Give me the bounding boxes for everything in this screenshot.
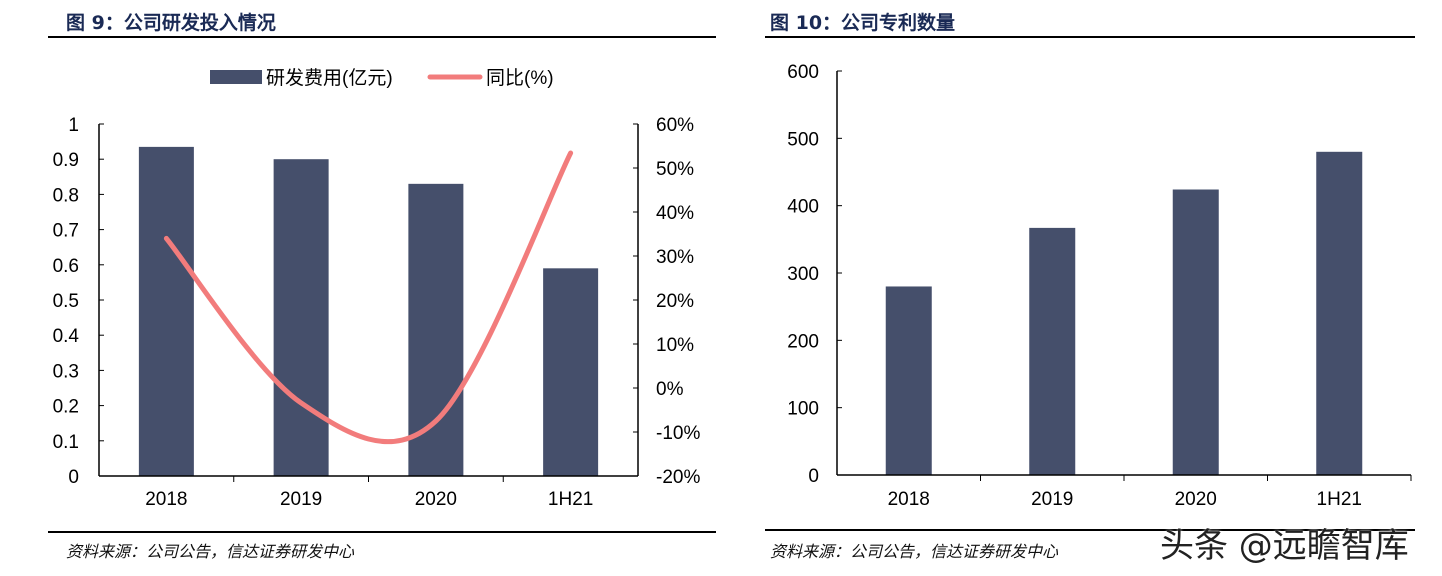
left-y2-tick-label: 20% (656, 291, 694, 312)
left-y2-tick-label: 60% (656, 115, 694, 136)
left-y-tick-label: 0.2 (53, 397, 79, 418)
left-y2-tick-label: -10% (656, 423, 700, 444)
right-bar-2019 (1029, 227, 1076, 475)
left-y2-tick-label: 0% (656, 379, 684, 400)
left-title-rule (48, 36, 716, 38)
left-chart-title: 图 9：公司研发投入情况 (66, 12, 276, 34)
left-y2-tick-label: 40% (656, 203, 694, 224)
right-bar-1H21 (1316, 151, 1363, 476)
left-bar-2020 (408, 183, 464, 476)
left-y-tick-label: 0.3 (53, 361, 79, 382)
left-y2-tick-label: 50% (656, 159, 694, 180)
right-source: 资料来源：公司公告，信达证券研发中心 (770, 542, 1059, 561)
left-y-tick-label: 0.1 (53, 432, 79, 453)
left-y-tick-label: 0.5 (53, 291, 79, 312)
left-bar-1H21 (543, 268, 599, 476)
left-yoy-line (163, 150, 574, 445)
left-source-rule (48, 531, 716, 533)
left-y2-tick-label: 30% (656, 247, 694, 268)
right-source-rule (765, 529, 1415, 531)
legend-bar-label: 研发费用(亿元) (266, 67, 393, 89)
legend-line-label: 同比(%) (486, 67, 554, 89)
left-y-tick-label: 0.6 (53, 256, 79, 277)
watermark: 头条 @远瞻智库 (1160, 526, 1409, 566)
right-x-tick-label: 2019 (1031, 489, 1073, 510)
left-y-tick-label: 0.4 (53, 326, 80, 347)
left-x-tick-label: 1H21 (548, 489, 593, 510)
right-y-tick-label: 300 (787, 264, 819, 285)
left-y-tick-label: 0.9 (53, 150, 79, 171)
left-bar-2018 (138, 146, 194, 476)
legend-bar-swatch (210, 70, 262, 84)
left-y2-tick-label: -20% (656, 467, 700, 488)
right-chart-title: 图 10：公司专利数量 (770, 12, 956, 34)
right-x-tick-label: 2018 (888, 489, 930, 510)
left-source: 资料来源：公司公告，信达证券研发中心 (66, 542, 355, 561)
left-y-tick-label: 0.7 (53, 221, 79, 242)
right-title-rule (765, 36, 1415, 38)
right-x-tick-label: 2020 (1175, 489, 1217, 510)
right-y-tick-label: 100 (787, 399, 819, 420)
left-y-tick-label: 1 (68, 115, 79, 136)
left-x-tick-label: 2020 (415, 489, 457, 510)
right-bar-2018 (885, 286, 932, 475)
right-y-tick-label: 400 (787, 197, 819, 218)
right-y-tick-label: 0 (808, 466, 819, 487)
left-x-tick-label: 2018 (145, 489, 187, 510)
right-bar-2020 (1172, 189, 1219, 476)
left-bar-2019 (273, 159, 329, 476)
right-y-tick-label: 200 (787, 331, 819, 352)
right-y-tick-label: 600 (787, 62, 819, 83)
left-x-tick-label: 2019 (280, 489, 322, 510)
right-x-tick-label: 1H21 (1317, 489, 1362, 510)
left-y2-tick-label: 10% (656, 335, 694, 356)
left-y-tick-label: 0.8 (53, 185, 79, 206)
right-y-tick-label: 500 (787, 129, 819, 150)
left-y-tick-label: 0 (68, 467, 79, 488)
